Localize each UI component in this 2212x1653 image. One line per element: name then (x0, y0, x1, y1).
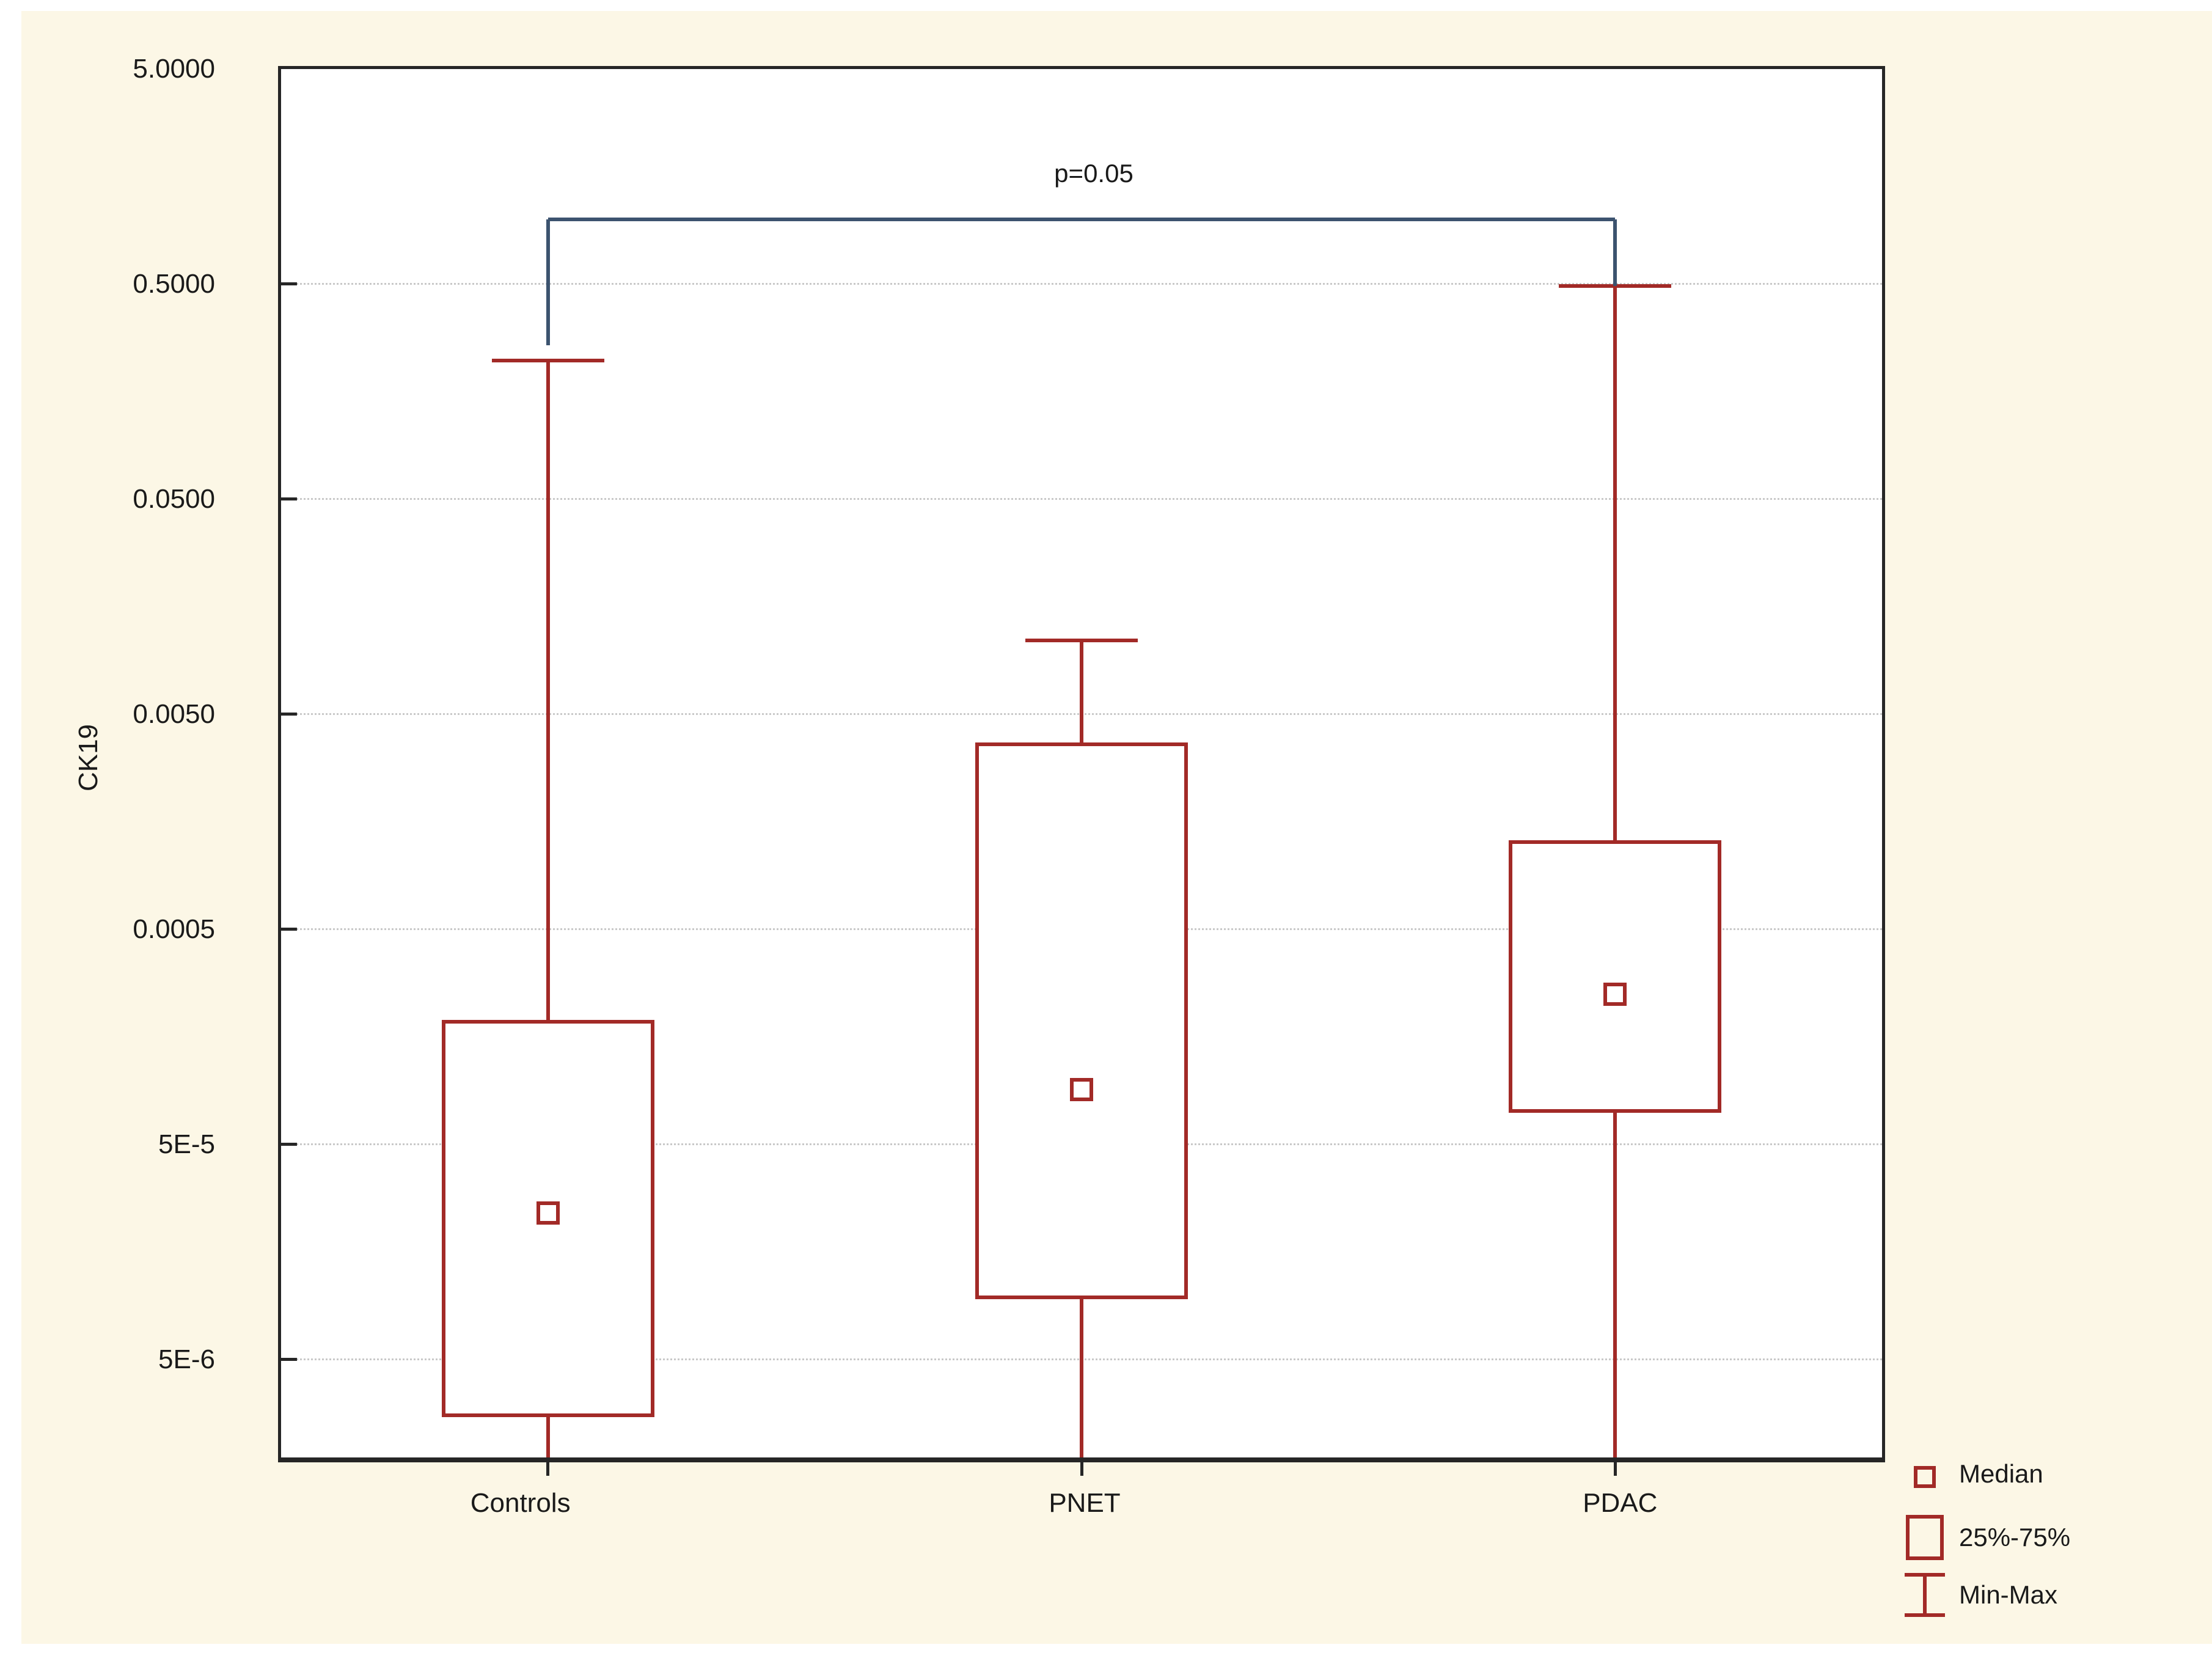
median-marker (1070, 1077, 1093, 1101)
whisker-lower-line (1613, 1113, 1617, 1457)
whisker-lower-line (546, 1417, 550, 1457)
bracket-right-drop (1613, 219, 1617, 286)
y-axis-tick (281, 928, 297, 931)
y-tick-label: 0.0050 (133, 698, 215, 729)
y-axis-tick (281, 1143, 297, 1146)
x-category-label: PDAC (1583, 1488, 1658, 1518)
x-axis-tick (1613, 1461, 1617, 1476)
whisker-upper-line (1080, 640, 1083, 742)
legend-label: Min-Max (1959, 1580, 2058, 1609)
y-tick-label: 0.0005 (133, 914, 215, 944)
y-axis-tick (281, 282, 297, 286)
bracket-left-drop (546, 219, 550, 345)
p-value-annotation: p=0.05 (1054, 159, 1133, 188)
iqr-box (975, 742, 1188, 1300)
y-tick-label: 5E-5 (158, 1129, 215, 1159)
iqr-box (1509, 840, 1722, 1113)
y-axis-tick (281, 1358, 297, 1362)
whisker-lower-line (1080, 1299, 1083, 1457)
y-tick-label: 5E-6 (158, 1344, 215, 1374)
y-axis-tick (281, 713, 297, 716)
y-tick-label: 0.5000 (133, 268, 215, 299)
bracket-bar (548, 217, 1616, 221)
x-category-label: PNET (1049, 1488, 1121, 1518)
x-axis-tick (546, 1461, 550, 1476)
whisker-upper-line (1613, 286, 1617, 840)
gridline (281, 283, 1882, 285)
legend-median-icon (1914, 1466, 1936, 1488)
y-tick-label: 0.0500 (133, 483, 215, 514)
y-axis-tick (281, 497, 297, 501)
median-marker (536, 1201, 560, 1225)
whisker-upper-line (546, 361, 550, 1020)
x-axis-tick (1080, 1461, 1083, 1476)
legend-label: 25%-75% (1959, 1523, 2071, 1552)
plot-area: p=0.05 (278, 66, 1885, 1462)
legend-minmax-top-cap (1905, 1573, 1945, 1577)
x-category-label: Controls (470, 1488, 571, 1518)
median-marker (1603, 982, 1627, 1006)
legend-minmax-bottom-cap (1905, 1613, 1945, 1617)
y-tick-label: 5.0000 (133, 54, 215, 84)
y-axis-title: CK19 (73, 724, 103, 792)
legend-box-icon (1906, 1515, 1944, 1560)
legend-minmax-line (1923, 1577, 1927, 1613)
legend-minmax-icon (1905, 1573, 1945, 1617)
gridline (281, 498, 1882, 500)
legend-label: Median (1959, 1459, 2043, 1488)
